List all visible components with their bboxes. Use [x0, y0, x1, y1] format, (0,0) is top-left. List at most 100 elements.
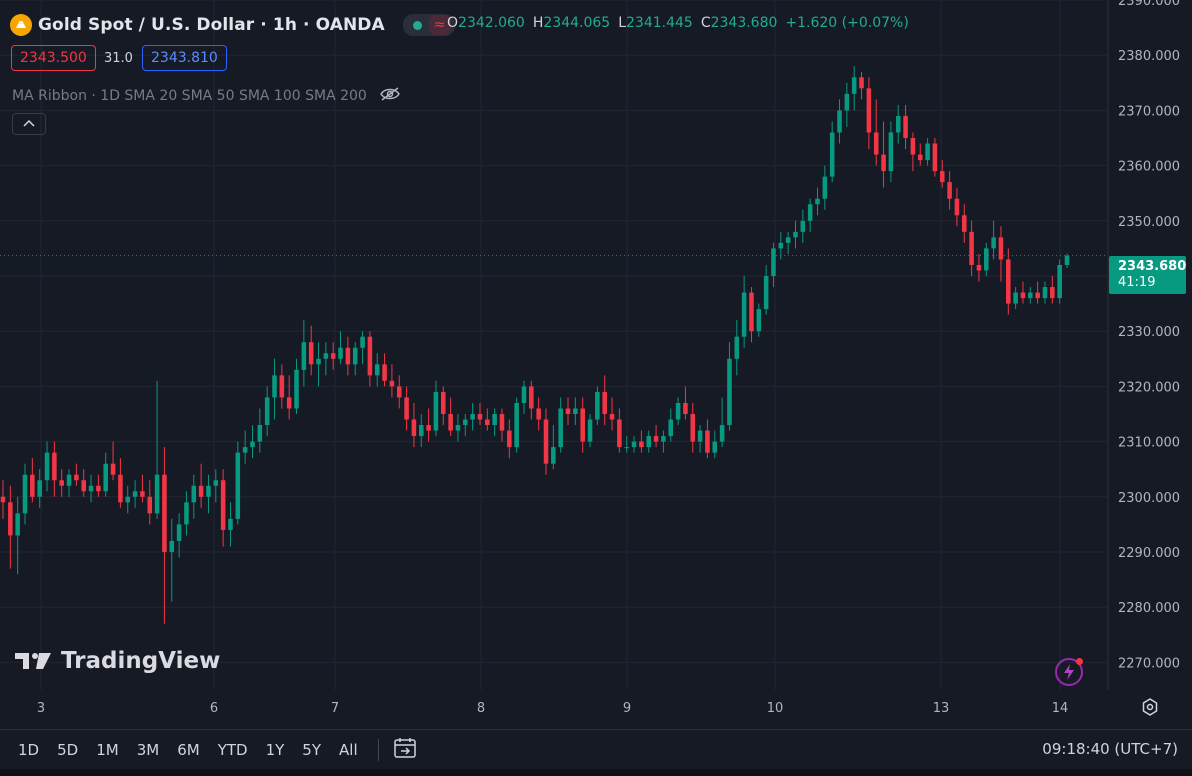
candle[interactable] — [529, 380, 534, 420]
candle[interactable] — [242, 430, 248, 464]
candle[interactable] — [396, 375, 402, 409]
candle[interactable] — [917, 143, 923, 166]
candle[interactable] — [44, 441, 50, 492]
indicator-legend[interactable]: MA Ribbon · 1D SMA 20 SMA 50 SMA 100 SMA… — [12, 86, 401, 106]
candle[interactable] — [727, 342, 732, 431]
candle[interactable] — [925, 138, 930, 166]
candle[interactable] — [551, 425, 556, 470]
candle[interactable] — [463, 414, 468, 437]
candle[interactable] — [859, 71, 864, 100]
candle[interactable] — [404, 386, 409, 431]
candle[interactable] — [1057, 259, 1062, 304]
candle[interactable] — [1013, 287, 1018, 310]
candle[interactable] — [822, 165, 828, 210]
candle[interactable] — [59, 469, 64, 497]
candle[interactable] — [793, 220, 798, 249]
candle[interactable] — [286, 375, 292, 420]
candle[interactable] — [441, 386, 446, 426]
candle[interactable] — [741, 276, 747, 348]
candle[interactable] — [932, 138, 938, 177]
candle[interactable] — [1020, 281, 1026, 304]
candle[interactable] — [873, 99, 879, 166]
candle[interactable] — [206, 474, 211, 514]
candle[interactable] — [595, 386, 600, 426]
candle[interactable] — [330, 342, 336, 370]
candle[interactable] — [8, 485, 13, 569]
candle[interactable] — [15, 496, 20, 575]
candle[interactable] — [448, 397, 453, 437]
candle[interactable] — [132, 480, 138, 508]
calendar-goto-icon[interactable] — [393, 736, 419, 764]
candle[interactable] — [184, 491, 189, 536]
range-all[interactable]: All — [339, 740, 358, 759]
candle[interactable] — [514, 397, 519, 453]
candle[interactable] — [37, 469, 42, 508]
candle[interactable] — [499, 408, 505, 442]
candle[interactable] — [866, 77, 872, 150]
candle[interactable] — [903, 104, 908, 150]
candle[interactable] — [639, 430, 644, 453]
candle[interactable] — [169, 518, 175, 602]
candle[interactable] — [485, 408, 490, 431]
candle[interactable] — [88, 474, 94, 503]
candle[interactable] — [220, 469, 226, 547]
lightning-icon[interactable] — [1055, 658, 1083, 686]
candle[interactable] — [316, 342, 321, 387]
candle[interactable] — [198, 463, 204, 508]
range-ytd[interactable]: YTD — [217, 740, 248, 759]
candle[interactable] — [521, 380, 527, 414]
candle[interactable] — [910, 132, 916, 172]
clock-timezone[interactable]: 09:18:40 (UTC+7) — [1042, 740, 1178, 758]
candle[interactable] — [785, 231, 791, 254]
candle[interactable] — [433, 380, 439, 437]
candle[interactable] — [191, 474, 197, 519]
candle[interactable] — [954, 187, 960, 227]
candle[interactable] — [675, 397, 681, 426]
candle[interactable] — [103, 452, 109, 497]
candle[interactable] — [617, 408, 622, 453]
candle[interactable] — [646, 430, 652, 453]
candle[interactable] — [74, 463, 79, 486]
candle[interactable] — [844, 82, 850, 127]
candle[interactable] — [829, 121, 835, 183]
candle[interactable] — [477, 402, 483, 426]
candle[interactable] — [345, 336, 351, 376]
candle[interactable] — [118, 458, 123, 508]
candle[interactable] — [1050, 276, 1055, 304]
candle[interactable] — [939, 160, 945, 188]
candle[interactable] — [800, 209, 806, 243]
candle[interactable] — [1064, 253, 1070, 269]
buy-button[interactable]: 2343.810 — [142, 45, 227, 71]
candle[interactable] — [984, 242, 989, 276]
candle[interactable] — [1035, 281, 1040, 304]
candle[interactable] — [976, 253, 982, 282]
candle[interactable] — [455, 414, 461, 442]
candle[interactable] — [272, 358, 277, 420]
range-3m[interactable]: 3M — [136, 740, 160, 759]
candle[interactable] — [705, 419, 710, 459]
candle[interactable] — [881, 121, 886, 188]
candle[interactable] — [573, 397, 578, 426]
candle[interactable] — [125, 485, 131, 514]
candle[interactable] — [382, 353, 387, 387]
settings-icon[interactable] — [1140, 697, 1160, 717]
candle[interactable] — [96, 474, 101, 497]
candle[interactable] — [352, 342, 358, 376]
candle[interactable] — [536, 397, 541, 431]
market-status-pill[interactable]: ≈ — [402, 14, 455, 36]
candle[interactable] — [837, 99, 842, 144]
candle[interactable] — [961, 204, 967, 243]
candle[interactable] — [257, 408, 263, 453]
candle[interactable] — [668, 408, 674, 442]
candle[interactable] — [492, 408, 497, 437]
candle[interactable] — [374, 353, 380, 387]
candle[interactable] — [624, 436, 629, 453]
candle[interactable] — [756, 303, 762, 337]
candle[interactable] — [683, 386, 688, 420]
wave-icon[interactable]: ≈ — [428, 15, 451, 35]
candle[interactable] — [154, 380, 160, 519]
symbol-header[interactable]: Gold Spot / U.S. Dollar · 1h · OANDA ≈ — [10, 12, 455, 38]
eye-off-icon[interactable] — [379, 86, 401, 106]
candle[interactable] — [140, 474, 145, 503]
